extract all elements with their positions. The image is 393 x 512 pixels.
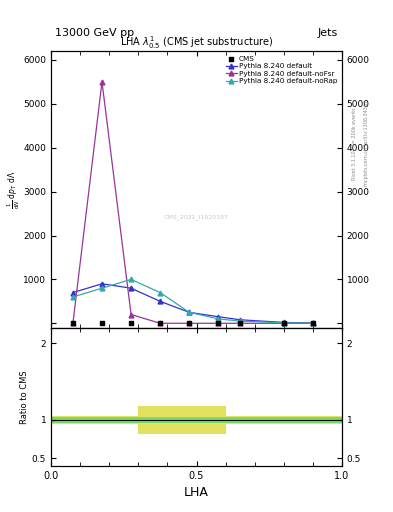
CMS [128,319,134,327]
Pythia 8.240 default [100,281,105,287]
Pythia 8.240 default-noFsr [129,311,134,317]
CMS [70,319,76,327]
Pythia 8.240 default-noRap [158,289,163,295]
Text: 13000 GeV pp: 13000 GeV pp [55,28,134,38]
Pythia 8.240 default-noRap [281,320,286,326]
Line: Pythia 8.240 default-noRap: Pythia 8.240 default-noRap [70,277,315,326]
Y-axis label: $\frac{1}{\mathregular{d}N}$ $\mathregular{d}p_{\mathregular{T}}$ $\mathregular{: $\frac{1}{\mathregular{d}N}$ $\mathregul… [6,170,22,208]
Pythia 8.240 default [238,317,242,323]
Pythia 8.240 default-noRap [71,294,75,300]
Pythia 8.240 default-noRap [238,318,242,324]
Pythia 8.240 default [129,285,134,291]
Y-axis label: Ratio to CMS: Ratio to CMS [20,370,29,423]
Legend: CMS, Pythia 8.240 default, Pythia 8.240 default-noFsr, Pythia 8.240 default-noRa: CMS, Pythia 8.240 default, Pythia 8.240 … [225,55,338,85]
CMS [157,319,163,327]
Pythia 8.240 default-noRap [100,285,105,291]
Pythia 8.240 default [310,320,315,326]
Pythia 8.240 default-noRap [216,316,221,322]
CMS [186,319,193,327]
Pythia 8.240 default-noRap [129,276,134,283]
Title: LHA $\lambda^{1}_{0.5}$ (CMS jet substructure): LHA $\lambda^{1}_{0.5}$ (CMS jet substru… [120,34,273,51]
Pythia 8.240 default-noFsr [158,320,163,326]
X-axis label: LHA: LHA [184,486,209,499]
CMS [99,319,105,327]
Text: CMS_2021_I1920187: CMS_2021_I1920187 [164,214,229,220]
Pythia 8.240 default-noFsr [310,320,315,326]
Pythia 8.240 default-noFsr [71,320,75,326]
Pythia 8.240 default [71,289,75,295]
Pythia 8.240 default-noRap [310,320,315,326]
Text: Jets: Jets [318,28,338,38]
CMS [215,319,222,327]
Pythia 8.240 default-noFsr [281,320,286,326]
Line: Pythia 8.240 default-noFsr: Pythia 8.240 default-noFsr [70,79,315,326]
Pythia 8.240 default-noRap [187,309,192,315]
Pythia 8.240 default-noFsr [216,320,221,326]
Pythia 8.240 default [281,319,286,326]
Text: Rivet 3.1.10, >= 200k events: Rivet 3.1.10, >= 200k events [352,107,357,180]
Pythia 8.240 default-noFsr [187,320,192,326]
CMS [237,319,243,327]
Pythia 8.240 default [216,314,221,320]
Pythia 8.240 default [158,298,163,305]
CMS [281,319,287,327]
Pythia 8.240 default-noFsr [238,320,242,326]
Pythia 8.240 default-noFsr [100,79,105,85]
Text: mcplots.cern.ch [arXiv:1306.3436]: mcplots.cern.ch [arXiv:1306.3436] [364,101,369,186]
CMS [310,319,316,327]
Line: Pythia 8.240 default: Pythia 8.240 default [70,282,315,326]
Pythia 8.240 default [187,309,192,315]
